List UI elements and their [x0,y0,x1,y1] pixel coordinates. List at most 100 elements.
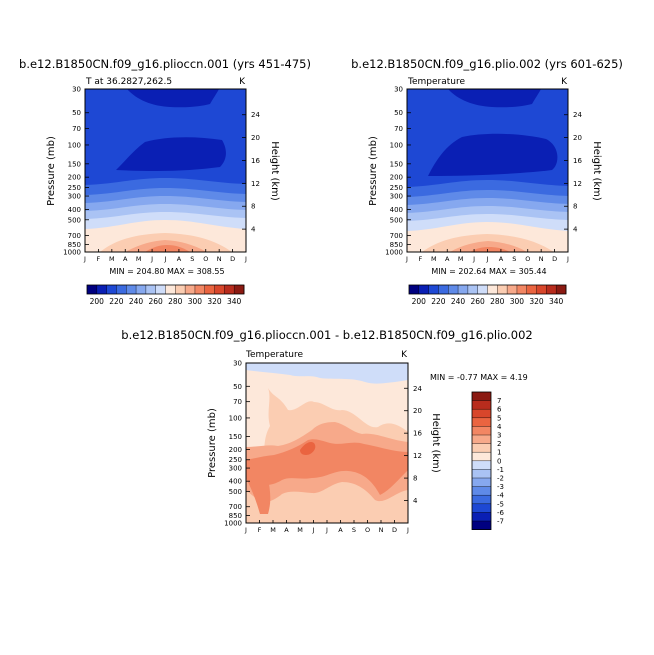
panel-a-month-label: D [230,255,235,263]
panel-a-month-label: M [136,255,142,263]
panel-c-pressure-label: 50 [233,383,242,391]
colorbar-swatch [472,409,491,419]
panel-c-pressure-label: 850 [229,512,242,520]
panel-b-pressure-label: 700 [390,232,403,240]
panel-a-pressure-label: 500 [68,216,81,224]
colorbar-label: 280 [490,297,505,306]
colorbar-swatch [556,285,567,294]
panel-b-month-label: O [525,255,530,263]
panel-c-pressure-label: 250 [229,456,242,464]
panel-a-subtitle-right: K [239,77,246,87]
panel-c-month-label: S [352,526,356,534]
colorbar-label: 5 [497,414,501,422]
colorbar-label: 340 [227,297,242,306]
panel-c-pressure-label: 30 [233,360,242,368]
panel-a-pressure-label: 850 [68,241,81,249]
panel-a-plot [85,89,246,252]
panel-b-month-label: J [486,255,489,263]
colorbar-label: -2 [497,475,504,483]
colorbar-swatch [472,392,491,401]
colorbar-swatch [96,285,108,294]
panel-b-pressure-label: 500 [390,216,403,224]
colorbar-swatch [497,285,508,294]
panel-c-subtitle-left: Temperature [245,350,303,360]
panel-c-plot [246,363,408,523]
colorbar-label: 320 [207,297,222,306]
panel-b-month-label: D [552,255,557,263]
colorbar-swatch [472,443,491,453]
panel-b-month-label: A [445,255,450,263]
panel-c-band-1 [246,363,408,384]
colorbar-label: 240 [129,297,144,306]
panel-b-title: b.e12.B1850CN.f09_g16.plio.002 (yrs 601-… [351,57,623,71]
colorbar-label: 7 [497,397,501,405]
colorbar-swatch [472,417,491,427]
panel-a-height-label: 20 [251,134,260,142]
panel-a-pressure-label: 150 [68,160,81,168]
colorbar-swatch [467,285,479,294]
panel-c-height-label: 8 [413,475,417,483]
panel-c-height-label: 20 [413,407,422,415]
panel-b-pressure-label: 150 [390,160,403,168]
panel-b-month-label: F [419,255,423,263]
colorbar-swatch [185,285,196,294]
panel-b-month-label: J [472,255,475,263]
panel-b-month-label: A [499,255,504,263]
panel-c-month-label: J [312,526,315,534]
panel-c: b.e12.B1850CN.f09_g16.plioccn.001 - b.e1… [121,328,532,534]
panel-a-pressure-label: 700 [68,232,81,240]
colorbar-swatch [472,495,491,505]
colorbar-label: 1 [497,449,501,457]
panel-a-height-label: 24 [251,111,260,119]
panel-c-pressure-label: 70 [233,398,242,406]
colorbar-swatch [136,285,147,294]
colorbar-swatch [526,285,537,294]
panel-a-pressure-label: 70 [72,125,81,133]
panel-a-month-label: J [244,255,247,263]
panel-a-height-label: 16 [251,157,260,165]
colorbar-swatch [472,478,491,487]
panel-a-band-1 [127,89,219,108]
colorbar-label: 280 [168,297,183,306]
panel-b-ylabel: Pressure (mb) [368,136,379,206]
panel-b-minmax: MIN = 202.64 MAX = 305.44 [431,267,546,276]
colorbar-swatch [155,285,166,294]
colorbar-swatch [472,486,491,496]
panel-c-subtitle-right: K [401,350,408,360]
panel-b-pressure-label: 250 [390,184,403,192]
panel-b-pressure-label: 200 [390,174,403,182]
colorbar-label: 240 [451,297,466,306]
colorbar-swatch [224,285,235,294]
panel-b-band-1 [448,89,541,108]
colorbar-swatch [472,435,491,444]
panel-b-pressure-label: 300 [390,193,403,201]
panel-a-month-label: A [177,255,182,263]
colorbar-label: 300 [188,297,203,306]
colorbar-label: 300 [510,297,525,306]
panel-a-pressure-label: 200 [68,174,81,182]
panel-b-height-label: 24 [573,111,582,119]
panel-c-month-label: A [284,526,289,534]
panel-a-colorbar: 200 220 240 260 280 300 320 340 [86,284,245,306]
panel-a-pressure-label: 250 [68,184,81,192]
panel-b-month-label: J [405,255,408,263]
colorbar-swatch [428,285,439,294]
panel-a-band-2 [116,137,226,171]
panel-a-pressure-label: 100 [68,141,81,149]
panel-c-band-5 [246,478,271,514]
colorbar-swatch [458,285,469,294]
colorbar-swatch [214,285,225,294]
panel-b-band-2 [428,133,558,176]
colorbar-label: 6 [497,406,502,414]
colorbar-swatch [472,512,491,522]
panel-c-month-label: M [270,526,276,534]
panel-a-month-label: J [150,255,153,263]
colorbar-swatch [477,285,488,294]
panel-b-ylabel-right: Height (km) [591,141,602,201]
colorbar-swatch [438,285,449,294]
panel-b-month-label: S [512,255,516,263]
colorbar-label: 320 [529,297,544,306]
